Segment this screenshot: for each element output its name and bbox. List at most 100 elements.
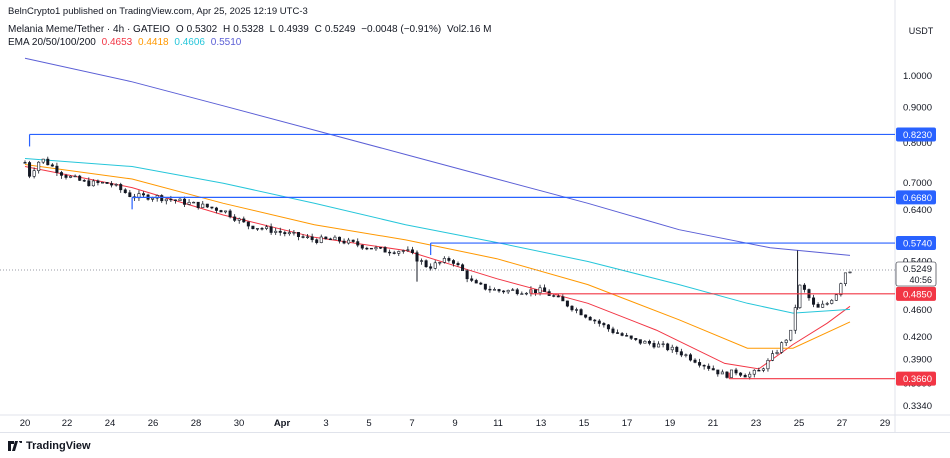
candle-body — [187, 202, 191, 205]
candle-body — [684, 354, 688, 356]
candle-body — [511, 289, 515, 291]
candle-body — [802, 284, 806, 290]
candle-body — [164, 198, 168, 202]
ema-line-ema-200 — [24, 57, 851, 256]
candle-body — [515, 289, 519, 295]
candle-body — [406, 249, 410, 251]
candle-body — [711, 368, 715, 371]
candle-body — [816, 304, 820, 308]
candle-body — [748, 373, 752, 378]
x-tick-label: 3 — [323, 418, 328, 429]
candle-body — [114, 184, 118, 186]
level-tag-text: 0.8230 — [903, 130, 932, 141]
ema200-value: 0.5510 — [210, 37, 242, 48]
candle-body — [839, 283, 843, 296]
candle-body — [657, 343, 661, 348]
candle-body — [55, 165, 59, 173]
candle-body — [638, 339, 642, 344]
ema-line-ema-50 — [24, 164, 851, 349]
candle-body — [693, 359, 697, 363]
candle-body — [479, 282, 483, 285]
candle-body — [465, 270, 469, 280]
candle-body — [292, 232, 296, 234]
level-tag-text: 0.6680 — [903, 193, 932, 204]
candle-body — [246, 221, 250, 227]
x-tick-label: 13 — [536, 418, 547, 429]
candle-body — [524, 292, 528, 295]
candle-body — [442, 258, 446, 263]
ema-label[interactable]: EMA 20/50/100/200 — [8, 37, 96, 48]
candle-body — [611, 328, 615, 333]
ema50-value: 0.4418 — [138, 37, 169, 48]
x-tick-label: 26 — [148, 418, 159, 429]
price-chart[interactable]: USDT1.00000.90000.80000.70000.64000.5400… — [0, 0, 950, 432]
candle-body — [233, 216, 237, 221]
candle-body — [556, 295, 560, 298]
candle-body — [647, 340, 651, 344]
y-tick-label: 0.8000 — [903, 138, 932, 149]
level-tag-0.8230 — [896, 127, 936, 142]
candle-body — [219, 210, 223, 213]
tradingview-brand: TradingView — [26, 440, 91, 452]
x-tick-label: 21 — [708, 418, 719, 429]
candle-body — [410, 249, 414, 253]
x-tick-label: 29 — [880, 418, 891, 429]
candle-countdown-text: 40:56 — [909, 275, 932, 285]
candle-body — [50, 164, 54, 167]
candle-body — [420, 260, 424, 262]
y-tick-label: 0.3340 — [903, 401, 932, 412]
candle-body — [96, 180, 100, 183]
candle-body — [725, 371, 729, 378]
candle-body — [32, 170, 36, 177]
candle-body — [634, 338, 638, 340]
y-tick-label: 0.6400 — [903, 205, 932, 216]
candle-body — [251, 225, 255, 230]
symbol-title[interactable]: Melania Meme/Tether · 4h · GATEIO — [8, 24, 171, 35]
level-tag-0.4850 — [896, 286, 936, 301]
candle-body — [347, 239, 351, 244]
candle-body — [561, 296, 565, 302]
candle-body — [570, 305, 574, 311]
candle-body — [338, 236, 342, 242]
candle-body — [552, 295, 556, 297]
candle-body — [59, 172, 63, 176]
candle-body — [78, 175, 82, 181]
current-price-tag — [895, 261, 937, 287]
candle-body — [374, 247, 378, 250]
candle-body — [593, 319, 597, 322]
candle-body — [160, 195, 164, 202]
candle-body — [237, 218, 241, 221]
candle-body — [661, 343, 665, 345]
candle-body — [456, 263, 460, 266]
x-tick-label: 24 — [105, 418, 116, 429]
candle-body — [169, 198, 173, 201]
candle-body — [789, 329, 793, 341]
y-tick-label: 1.0000 — [903, 71, 932, 82]
candle-body — [825, 303, 829, 305]
candle-body — [23, 162, 27, 164]
candle-body — [365, 247, 369, 250]
open-label: O — [175, 24, 184, 35]
candle-body — [848, 271, 852, 274]
candle-body — [488, 288, 492, 291]
candle-body — [319, 236, 323, 243]
ema20-value: 0.4653 — [101, 37, 133, 48]
candle-body — [310, 236, 314, 241]
candle-body — [379, 247, 383, 249]
x-tick-label: 19 — [665, 418, 676, 429]
level-tag-text: 0.5740 — [903, 239, 932, 250]
candle-body — [675, 346, 679, 352]
candle-body — [324, 236, 328, 240]
x-tick-label: 30 — [234, 418, 245, 429]
candle-body — [224, 210, 228, 213]
candle-body — [620, 333, 624, 336]
y-tick-label: 0.7000 — [903, 178, 932, 189]
candle-body — [729, 369, 733, 378]
candle-body — [178, 198, 182, 202]
candle-body — [283, 232, 287, 235]
candle-body — [119, 184, 123, 191]
candle-body — [278, 230, 282, 233]
y-tick-label: 0.3900 — [903, 355, 932, 366]
tradingview-logo[interactable]: TradingView — [8, 440, 91, 452]
candle-body — [397, 251, 401, 254]
